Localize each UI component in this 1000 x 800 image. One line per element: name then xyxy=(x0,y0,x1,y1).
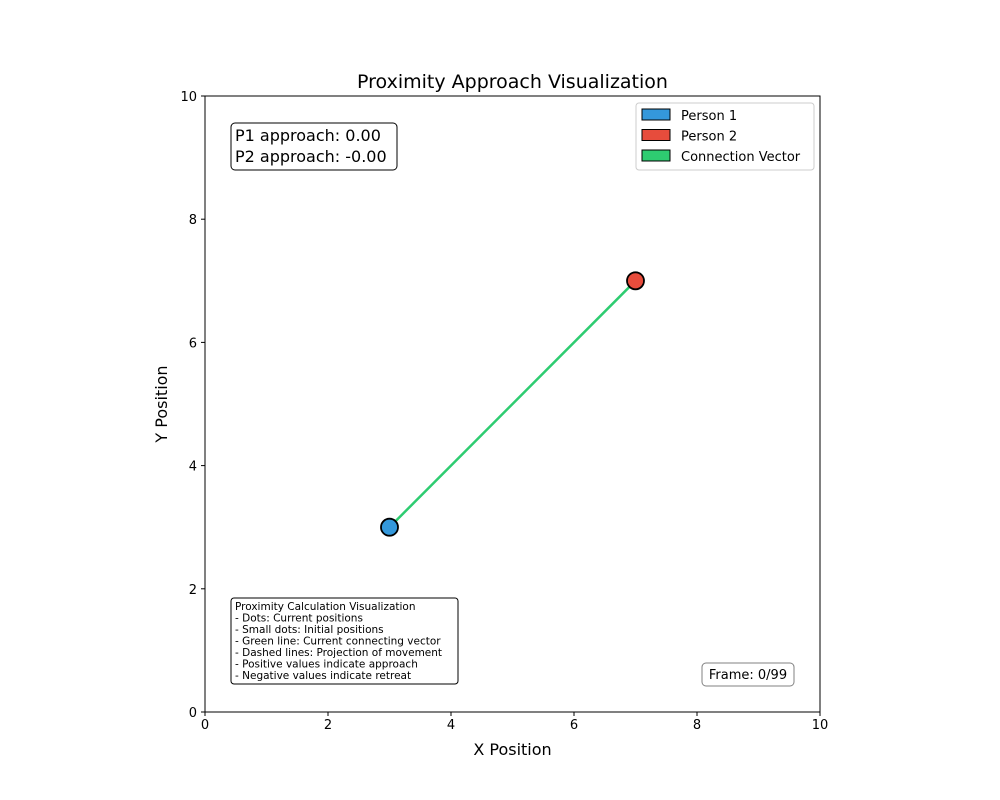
series-layer xyxy=(380,271,645,537)
p2-approach-text: P2 approach: -0.00 xyxy=(235,147,387,166)
info-line: - Dots: Current positions xyxy=(235,613,363,625)
chart-title: Proximity Approach Visualization xyxy=(357,71,668,93)
legend-swatch xyxy=(641,149,671,162)
info-annotation: Proximity Calculation Visualization- Dot… xyxy=(230,597,459,685)
legend-frame xyxy=(635,102,815,171)
y-tick-label: 6 xyxy=(189,336,197,351)
info-line: Proximity Calculation Visualization xyxy=(235,601,416,613)
info-line: - Green line: Current connecting vector xyxy=(235,636,441,648)
y-tick-label: 10 xyxy=(180,90,197,105)
legend-swatch xyxy=(641,129,671,141)
legend-swatch xyxy=(641,108,671,121)
person-2-point xyxy=(626,271,645,291)
axis-ticks: 0 2 4 6 8 10 0 2 4 6 8 10 xyxy=(180,90,828,733)
x-tick-label: 4 xyxy=(447,718,455,733)
y-tick-label: 8 xyxy=(189,213,197,228)
y-tick-label: 2 xyxy=(189,583,197,598)
legend-label: Connection Vector xyxy=(681,150,801,165)
x-tick-label: 0 xyxy=(201,718,209,733)
legend-label: Person 1 xyxy=(681,109,737,124)
x-tick-label: 10 xyxy=(812,718,829,733)
x-tick-label: 8 xyxy=(693,718,701,733)
frame-counter-text: Frame: 0/99 xyxy=(709,668,787,683)
frame-box-frame xyxy=(701,662,795,687)
y-axis-label: Y Position xyxy=(152,365,171,443)
legend-label: Person 2 xyxy=(681,130,737,145)
y-tick-label: 0 xyxy=(189,706,197,721)
person-1-point xyxy=(380,517,399,537)
info-line: - Negative values indicate retreat xyxy=(235,670,411,682)
frame-counter: Frame: 0/99 xyxy=(701,662,795,687)
approach-annotation: P1 approach: 0.00 P2 approach: -0.00 xyxy=(230,122,398,171)
x-axis-label: X Position xyxy=(473,740,551,759)
connection-vector-line xyxy=(388,279,637,529)
y-tick-label: 4 xyxy=(189,460,197,475)
approach-box-frame xyxy=(230,122,398,171)
info-line: - Dashed lines: Projection of movement xyxy=(235,647,442,659)
x-tick-label: 2 xyxy=(324,718,332,733)
info-box-frame xyxy=(230,597,459,685)
x-tick-label: 6 xyxy=(570,718,578,733)
info-line: - Small dots: Initial positions xyxy=(235,624,384,636)
info-line: - Positive values indicate approach xyxy=(235,659,418,671)
legend: Person 1 Person 2 Connection Vector xyxy=(635,102,815,171)
p1-approach-text: P1 approach: 0.00 xyxy=(235,126,381,145)
